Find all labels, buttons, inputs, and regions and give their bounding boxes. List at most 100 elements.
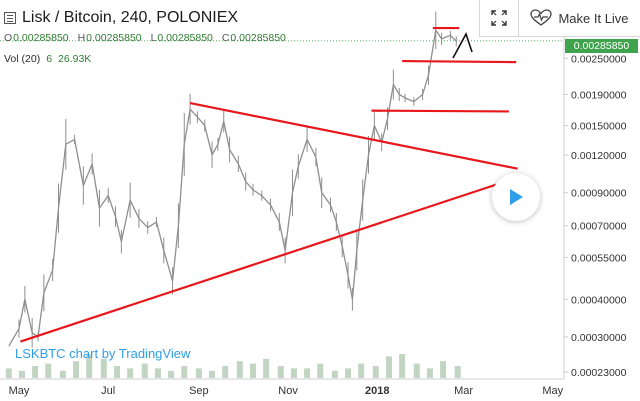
ohlc-close-key: C [221, 32, 230, 44]
price-segment [155, 221, 165, 251]
volume-bar [277, 366, 284, 378]
volume-bar [181, 366, 188, 378]
price-segment [24, 299, 33, 333]
volume-bar [385, 356, 392, 378]
y-tick-label: 0.00023000 [571, 367, 627, 379]
y-tick-label: 0.00090000 [571, 188, 627, 200]
make-it-live-label: Make It Live [558, 10, 629, 26]
expand-icon [491, 10, 507, 26]
volume-bar [263, 358, 270, 378]
ohlc-close-value: 0.00285850 [230, 32, 286, 44]
volume-bar [209, 370, 216, 378]
price-segment [223, 121, 231, 150]
ohlc-open-key: O [4, 32, 13, 44]
heartbeat-icon [530, 9, 553, 26]
play-button[interactable] [492, 173, 540, 221]
price-segment [229, 149, 239, 165]
price-segment [237, 163, 247, 182]
price-segment [57, 144, 67, 209]
price-segment [329, 204, 337, 223]
price-segment [245, 181, 254, 191]
y-tick-label: 0.00190000 [571, 89, 627, 101]
volume-bar [358, 363, 365, 378]
x-tick-label: May [9, 385, 30, 397]
price-segment [107, 195, 117, 217]
volume-bar [5, 368, 12, 378]
x-tick-label: Jul [101, 385, 115, 397]
price-segment [381, 118, 389, 143]
volume-bar [195, 368, 202, 378]
price-segment [269, 204, 280, 223]
upper-descending-trendline [189, 101, 518, 170]
ohlc-low-key: L [150, 32, 157, 44]
x-tick-label: Sep [189, 385, 209, 397]
price-segment [386, 84, 395, 119]
volume-bar [32, 366, 39, 378]
x-tick-label: 2018 [365, 385, 389, 397]
volume-bar [168, 370, 175, 378]
price-segment [297, 139, 308, 167]
volume-label: Vol (20) [4, 53, 41, 65]
volume-bar [290, 368, 297, 378]
price-segment [177, 144, 185, 226]
price-segment [278, 221, 286, 251]
volume-bar [454, 366, 461, 378]
price-segment [129, 199, 140, 219]
volume-bar [426, 368, 433, 378]
price-segment [217, 121, 225, 145]
price-segment [404, 97, 415, 103]
volume-bar [440, 361, 447, 378]
volume-bar [345, 368, 352, 378]
y-tick-label: 0.00040000 [571, 294, 627, 306]
volume-bar [331, 370, 338, 378]
ohlc-high-value: 0.00285850 [86, 32, 142, 44]
price-segment [8, 328, 20, 347]
volume-bar [127, 368, 134, 378]
volume-bar [222, 366, 229, 378]
fullscreen-button[interactable] [480, 0, 519, 36]
price-segment [413, 93, 424, 103]
tradingview-watermark[interactable]: LSKBTC chart by TradingView [15, 346, 191, 361]
price-segment [37, 292, 45, 338]
volume-bar [73, 361, 80, 378]
price-segment [398, 93, 406, 99]
y-tick-label: 0.00030000 [571, 332, 627, 344]
price-segment [163, 250, 174, 282]
make-it-live-button[interactable]: Make It Live [519, 0, 640, 36]
price-segment [392, 84, 400, 95]
price-segment [362, 154, 370, 201]
price-segment [427, 30, 437, 76]
volume-bar [59, 370, 66, 378]
price-segment [65, 138, 75, 145]
price-segment [18, 299, 26, 329]
volume-bar [304, 368, 311, 378]
price-segment [356, 200, 364, 251]
resistance-low [371, 109, 509, 113]
volume-bar [249, 363, 256, 378]
price-segment [435, 29, 443, 40]
ohlc-readout: O0.00285850 H0.00285850 L0.00285850 C0.0… [4, 32, 292, 44]
volume-bar [141, 363, 148, 378]
y-tick-label: 0.00070000 [571, 221, 627, 233]
price-segment [189, 108, 198, 118]
price-segment [82, 163, 93, 186]
price-segment [183, 108, 191, 145]
symbol-title: Lisk / Bitcoin, 240, POLONIEX [22, 9, 239, 26]
x-tick-label: May [542, 385, 563, 397]
y-tick-label: 0.00055000 [571, 252, 627, 264]
price-segment [98, 195, 109, 209]
play-icon [510, 189, 523, 205]
price-segment [449, 34, 457, 42]
chart-toolbox: Make It Live [479, 0, 640, 37]
volume-bar [413, 363, 420, 378]
volume-value-1: 6 [46, 53, 53, 65]
price-segment [284, 192, 294, 251]
menu-icon[interactable] [4, 12, 16, 24]
price-segment [211, 144, 219, 156]
volume-bar [236, 361, 243, 378]
price-segment [321, 192, 332, 206]
price-segment [421, 75, 430, 95]
price-segment [91, 163, 101, 209]
